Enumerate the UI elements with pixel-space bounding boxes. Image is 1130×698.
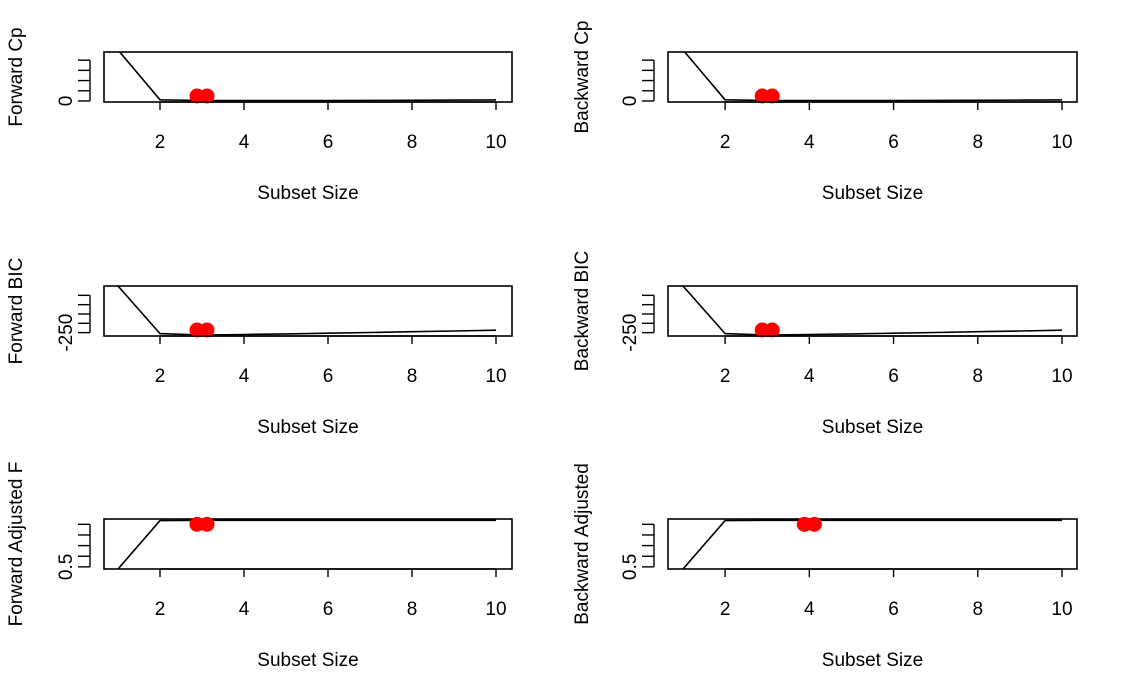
x-tick-label: 8 [407,599,418,620]
plot-frame [667,51,1078,103]
x-tick-label: 2 [720,132,731,153]
x-tick-label: 4 [239,132,250,153]
plot-frame [103,51,513,103]
x-tick-label: 8 [407,132,418,153]
y-tick-label: -250 [56,314,77,352]
x-tick-label: 6 [323,366,334,387]
y-tick-label: -250 [620,314,641,352]
plot-frame [103,518,513,570]
y-axis-label: Backward BIC [572,251,593,371]
y-tick-label: 0.5 [620,554,641,580]
x-tick-label: 10 [1051,599,1072,620]
plot-frame [103,285,513,337]
panel-4: 2 4 6 8 10 -250 Subset Size Backward BIC [572,251,1078,438]
x-tick-label: 2 [720,599,731,620]
x-axis-label: Subset Size [822,417,923,438]
y-axis-label: Forward BIC [6,258,27,365]
panel-3: 2 4 6 8 10 -250 Subset Size Forward BIC [6,258,513,438]
panel-1: 2 4 6 8 10 0 Subset Size Forward Cp [6,27,513,204]
x-tick-label: 6 [323,599,334,620]
x-tick-label: 2 [155,132,166,153]
y-axis-label: Backward Cp [572,21,593,134]
x-tick-label: 6 [323,132,334,153]
x-tick-label: 6 [888,132,899,153]
x-tick-label: 10 [1051,132,1072,153]
series-line [117,286,497,336]
x-tick-label: 8 [972,132,983,153]
highlight-point [806,516,822,532]
highlight-point [199,322,215,338]
x-tick-label: 6 [888,599,899,620]
x-tick-label: 4 [804,599,815,620]
series-line [682,519,1062,569]
series-line [682,286,1063,336]
x-tick-label: 4 [239,599,250,620]
highlight-point [764,322,780,338]
panel-5: 2 4 6 8 10 0.5 Subset Size Forward Adjusted F [6,462,513,671]
x-tick-label: 4 [804,132,815,153]
series-line [118,52,497,102]
x-tick-label: 6 [888,366,899,387]
highlight-point [199,88,215,104]
y-tick-label: 0 [620,96,641,107]
highlight-point [199,516,215,532]
y-axis-label: Forward Adjusted F [6,462,27,627]
x-tick-label: 10 [1051,366,1072,387]
plot-frame [667,518,1078,570]
panel-2: 2 4 6 8 10 0 Subset Size Backward Cp [572,21,1078,204]
x-axis-label: Subset Size [257,650,358,671]
x-tick-label: 4 [804,366,815,387]
y-tick-label: 0 [56,96,77,107]
x-axis-label: Subset Size [822,650,923,671]
x-tick-label: 8 [972,599,983,620]
series-line [117,519,496,569]
series-line [683,52,1063,102]
y-axis-label: Backward Adjusted [572,463,593,625]
x-tick-label: 10 [485,599,506,620]
x-axis-label: Subset Size [257,183,358,204]
y-tick-label: 0.5 [56,554,77,580]
x-tick-label: 8 [407,366,418,387]
x-tick-label: 10 [485,366,506,387]
y-axis-label: Forward Cp [6,27,27,126]
x-tick-label: 2 [720,366,731,387]
panel-6: 2 4 6 8 10 0.5 Subset Size Backward Adjusted [572,463,1078,671]
x-axis-label: Subset Size [822,183,923,204]
x-axis-label: Subset Size [257,417,358,438]
x-tick-label: 10 [485,132,506,153]
x-tick-label: 8 [972,366,983,387]
x-tick-label: 2 [155,366,166,387]
x-tick-label: 2 [155,599,166,620]
x-tick-label: 4 [239,366,250,387]
plot-frame [667,285,1078,337]
highlight-point [764,88,780,104]
